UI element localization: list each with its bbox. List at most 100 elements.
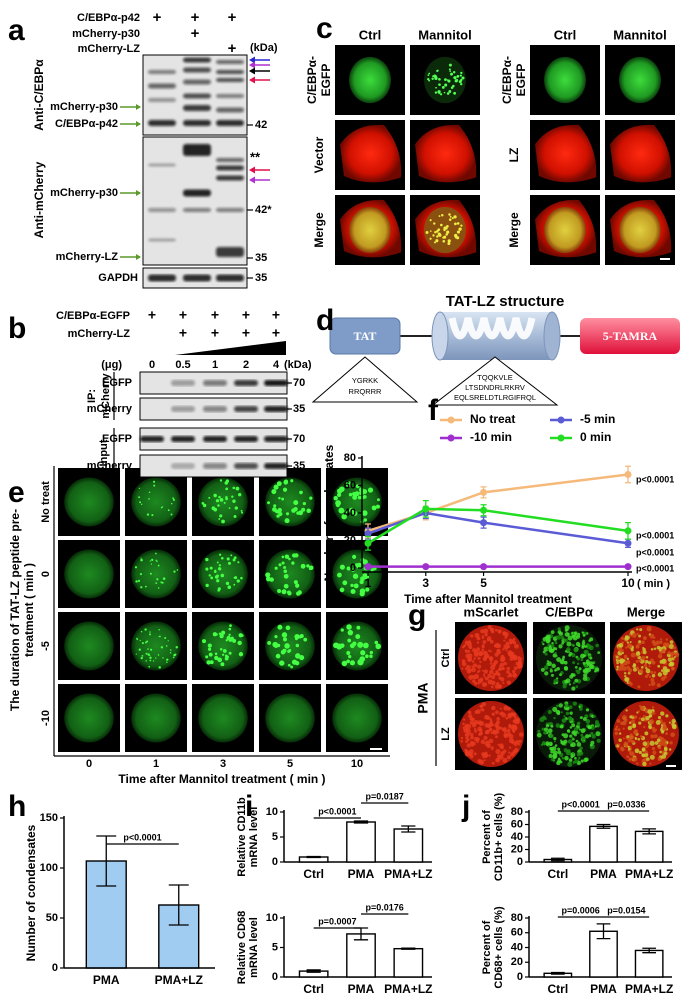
speckle xyxy=(638,717,642,720)
condensate xyxy=(241,511,244,514)
speckle xyxy=(486,723,492,729)
speckle xyxy=(466,664,471,670)
error-bar xyxy=(401,947,416,950)
condensate xyxy=(225,581,230,586)
y-tick-label: 60 xyxy=(511,818,523,830)
condensate xyxy=(277,624,283,630)
speckle xyxy=(573,647,579,653)
speckle xyxy=(474,729,478,733)
speckle xyxy=(488,738,494,744)
condensate xyxy=(234,506,238,510)
condensate xyxy=(219,497,224,502)
condensate xyxy=(276,514,280,518)
column-label: 3 xyxy=(220,758,226,770)
condensate xyxy=(352,641,357,646)
condensate xyxy=(447,239,451,243)
condensate xyxy=(336,572,342,578)
speckle xyxy=(661,750,665,754)
band xyxy=(264,406,288,412)
speckle xyxy=(547,728,553,734)
condensate xyxy=(221,653,225,656)
condition-mark: + xyxy=(228,40,237,57)
speckle xyxy=(512,672,518,678)
sequence: TQQKVLE xyxy=(477,373,512,382)
p-value: p<0.0001 xyxy=(562,799,600,809)
condensate xyxy=(298,510,304,516)
x-tick-label: Ctrl xyxy=(547,867,568,881)
condensate xyxy=(274,635,278,639)
condensate xyxy=(460,224,463,227)
speckle xyxy=(644,731,649,736)
band xyxy=(234,406,258,412)
speckle xyxy=(579,716,583,720)
condensate xyxy=(293,500,299,506)
condensate xyxy=(269,577,274,582)
condensate xyxy=(293,580,298,585)
speckle xyxy=(653,636,656,639)
speckle xyxy=(635,644,640,649)
speckle xyxy=(569,726,573,729)
sequence-callout xyxy=(431,356,559,406)
condensate xyxy=(224,656,229,661)
speckle xyxy=(618,743,621,747)
p-value: p<0.0001 xyxy=(123,832,161,842)
condition-label: mCherry-p30 xyxy=(72,28,140,40)
condensate xyxy=(436,235,439,238)
speckle xyxy=(667,657,673,662)
condensate xyxy=(175,646,179,649)
speckle xyxy=(573,631,578,635)
band xyxy=(234,436,258,442)
condensate xyxy=(220,556,224,560)
condensate xyxy=(427,74,430,77)
condensate xyxy=(283,573,289,579)
condensate xyxy=(352,492,356,496)
speckle xyxy=(626,657,629,661)
nucleus xyxy=(64,549,114,599)
speckle xyxy=(480,708,483,711)
y-axis-title: CD68+ cells (%) xyxy=(493,906,505,989)
speckle xyxy=(479,660,482,664)
speckle xyxy=(619,658,625,664)
condensate xyxy=(225,487,229,491)
condensate xyxy=(155,582,158,585)
condensate xyxy=(149,572,152,575)
bar xyxy=(393,947,424,978)
arrow-head xyxy=(136,254,141,260)
speckle xyxy=(617,728,621,732)
condensate xyxy=(295,643,300,648)
nucleus xyxy=(131,621,181,671)
speckle xyxy=(473,752,477,756)
condition-mark: + xyxy=(179,307,187,323)
speckle xyxy=(626,641,630,644)
condensate xyxy=(161,581,164,584)
condensate xyxy=(441,214,444,217)
speckle xyxy=(638,634,642,638)
scale-bar xyxy=(666,765,676,767)
speckle xyxy=(550,673,554,677)
speckle xyxy=(662,670,668,676)
speckle xyxy=(657,672,663,677)
speckle xyxy=(651,747,656,751)
speckle xyxy=(481,636,485,640)
band-label: mCherry-p30 xyxy=(50,187,118,199)
condensate xyxy=(369,654,373,658)
condensate xyxy=(357,641,364,648)
condensate xyxy=(294,553,299,558)
band xyxy=(264,463,288,469)
condensate xyxy=(276,481,282,487)
condensate xyxy=(336,492,342,498)
speckle xyxy=(488,754,491,757)
condensate xyxy=(369,650,374,655)
speckle xyxy=(631,716,635,719)
condensate xyxy=(339,587,345,593)
condensate xyxy=(438,233,442,237)
speckle xyxy=(648,724,652,729)
band xyxy=(183,189,211,197)
p-value: p=0.0176 xyxy=(366,902,404,912)
condensate xyxy=(456,230,461,234)
speckle xyxy=(661,754,667,759)
speckle xyxy=(470,735,474,740)
condensate xyxy=(345,481,352,487)
speckle xyxy=(548,753,553,758)
dose-label: 1 xyxy=(212,359,218,371)
